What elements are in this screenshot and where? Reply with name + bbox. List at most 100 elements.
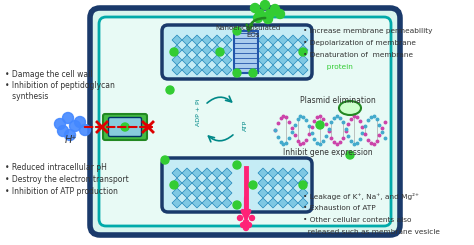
Polygon shape xyxy=(258,45,268,55)
Polygon shape xyxy=(182,168,192,178)
Polygon shape xyxy=(212,198,222,208)
Polygon shape xyxy=(268,168,278,178)
Polygon shape xyxy=(258,178,268,188)
Polygon shape xyxy=(298,35,308,45)
Polygon shape xyxy=(192,178,202,188)
Polygon shape xyxy=(212,45,222,55)
Circle shape xyxy=(264,14,273,24)
Polygon shape xyxy=(258,198,268,208)
Polygon shape xyxy=(212,35,222,45)
Circle shape xyxy=(249,216,255,220)
Text: • Inhibition of peptidoglycan: • Inhibition of peptidoglycan xyxy=(5,81,115,90)
Polygon shape xyxy=(278,168,288,178)
Circle shape xyxy=(63,112,73,123)
Polygon shape xyxy=(278,65,288,75)
Polygon shape xyxy=(288,55,298,65)
Polygon shape xyxy=(288,178,298,188)
Bar xyxy=(234,31,258,73)
FancyBboxPatch shape xyxy=(99,17,391,226)
Polygon shape xyxy=(222,188,232,198)
Polygon shape xyxy=(268,178,278,188)
Polygon shape xyxy=(212,188,222,198)
Circle shape xyxy=(237,216,243,220)
Polygon shape xyxy=(212,65,222,75)
Circle shape xyxy=(261,0,270,10)
FancyBboxPatch shape xyxy=(103,114,147,140)
Circle shape xyxy=(250,3,259,12)
Polygon shape xyxy=(268,65,278,75)
Text: • Leakage of K⁺, Na⁺, and Mg²⁺: • Leakage of K⁺, Na⁺, and Mg²⁺ xyxy=(303,193,419,200)
Text: • Depolarization of membrane: • Depolarization of membrane xyxy=(303,40,416,46)
Polygon shape xyxy=(268,35,278,45)
Polygon shape xyxy=(182,55,192,65)
Polygon shape xyxy=(222,45,232,55)
Polygon shape xyxy=(212,55,222,65)
Text: • Reduced intracellular pH: • Reduced intracellular pH xyxy=(5,163,107,172)
Text: synthesis: synthesis xyxy=(5,92,48,101)
Polygon shape xyxy=(222,65,232,75)
Polygon shape xyxy=(258,168,268,178)
Polygon shape xyxy=(222,198,232,208)
Text: protein: protein xyxy=(322,64,353,70)
Circle shape xyxy=(255,10,264,19)
Polygon shape xyxy=(268,188,278,198)
Polygon shape xyxy=(258,188,268,198)
Polygon shape xyxy=(202,168,212,178)
Text: • Other cellular contents also: • Other cellular contents also xyxy=(303,217,411,223)
Circle shape xyxy=(299,48,307,56)
Circle shape xyxy=(74,117,85,127)
Circle shape xyxy=(64,130,75,140)
Circle shape xyxy=(346,151,354,159)
Text: • Inhibition of ATP production: • Inhibition of ATP production xyxy=(5,187,118,196)
FancyBboxPatch shape xyxy=(162,25,312,79)
Polygon shape xyxy=(298,45,308,55)
Polygon shape xyxy=(192,45,202,55)
Circle shape xyxy=(233,161,241,169)
Polygon shape xyxy=(288,65,298,75)
Circle shape xyxy=(170,48,178,56)
Polygon shape xyxy=(288,168,298,178)
Polygon shape xyxy=(172,35,182,45)
Text: H⁺: H⁺ xyxy=(65,135,78,145)
Polygon shape xyxy=(202,45,212,55)
Polygon shape xyxy=(222,35,232,45)
Polygon shape xyxy=(268,45,278,55)
Circle shape xyxy=(55,119,65,130)
Text: ADP + Pi: ADP + Pi xyxy=(196,98,201,126)
Circle shape xyxy=(121,123,129,131)
Text: Nanoencapsulated: Nanoencapsulated xyxy=(215,25,281,31)
Polygon shape xyxy=(212,178,222,188)
Ellipse shape xyxy=(339,101,361,115)
Polygon shape xyxy=(278,188,288,198)
Text: EOs: EOs xyxy=(246,32,260,38)
Text: • Exhaustion of ATP: • Exhaustion of ATP xyxy=(303,205,376,211)
Polygon shape xyxy=(172,178,182,188)
Polygon shape xyxy=(288,188,298,198)
Polygon shape xyxy=(172,45,182,55)
Polygon shape xyxy=(278,55,288,65)
Circle shape xyxy=(170,181,178,189)
Circle shape xyxy=(161,156,169,164)
Polygon shape xyxy=(182,45,192,55)
Polygon shape xyxy=(172,198,182,208)
Circle shape xyxy=(265,10,274,19)
Polygon shape xyxy=(268,55,278,65)
Text: Inhibit gene expression: Inhibit gene expression xyxy=(283,148,373,157)
Polygon shape xyxy=(222,178,232,188)
Polygon shape xyxy=(192,65,202,75)
Polygon shape xyxy=(222,168,232,178)
Text: • Destroy the electron transport: • Destroy the electron transport xyxy=(5,175,129,184)
Polygon shape xyxy=(298,168,308,178)
Circle shape xyxy=(240,222,246,228)
Polygon shape xyxy=(172,168,182,178)
Polygon shape xyxy=(172,55,182,65)
Polygon shape xyxy=(278,45,288,55)
Polygon shape xyxy=(192,188,202,198)
Polygon shape xyxy=(278,35,288,45)
Polygon shape xyxy=(268,198,278,208)
FancyBboxPatch shape xyxy=(162,158,312,212)
Polygon shape xyxy=(202,65,212,75)
Polygon shape xyxy=(288,35,298,45)
Polygon shape xyxy=(258,35,268,45)
Polygon shape xyxy=(222,55,232,65)
